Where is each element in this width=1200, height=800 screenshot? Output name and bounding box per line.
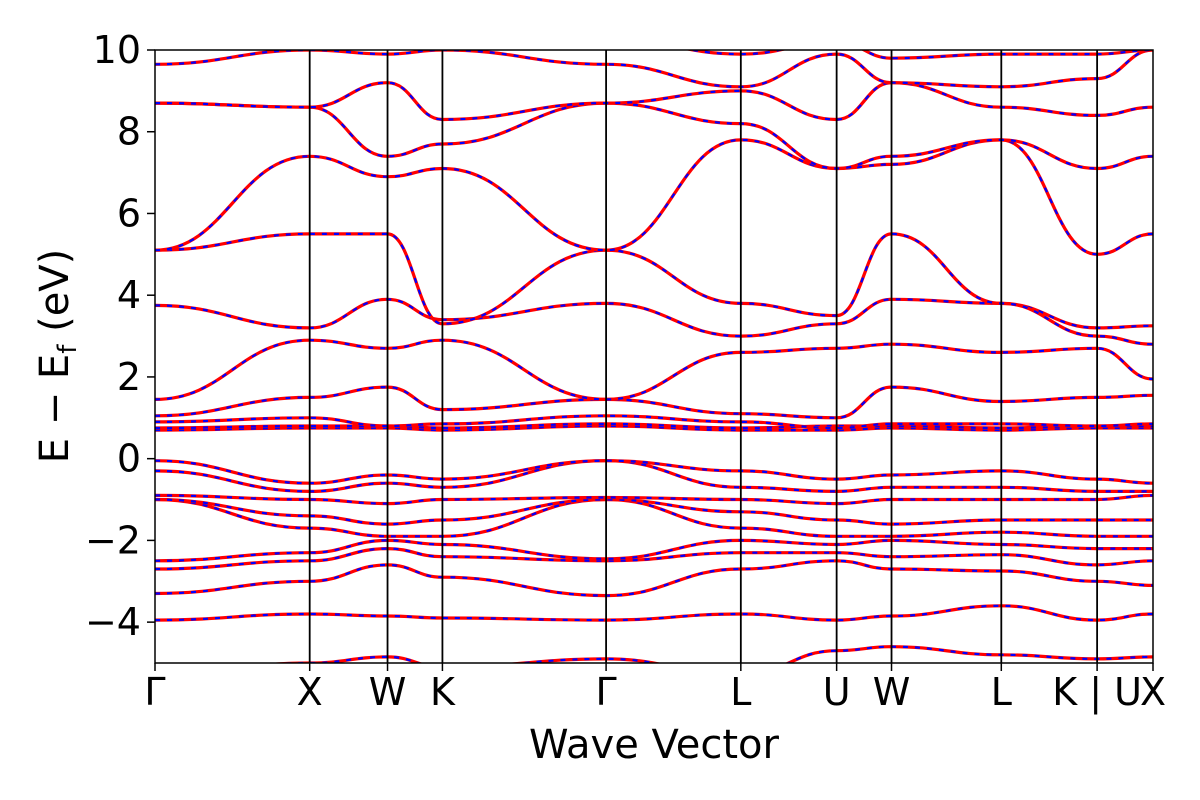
bands-layer [155,50,1153,663]
band-line [155,604,1153,622]
x-tick-label: Γ [596,670,617,714]
x-tick-label: L [730,670,751,714]
y-axis-title-main: E − E [32,354,78,464]
band-line-dashed [155,539,1153,562]
kpoint-lines [308,50,1099,663]
band-line-dashed [155,424,1153,432]
y-tick-label: 6 [117,191,141,235]
band-line-dashed [155,101,1153,170]
band-line-dashed [155,138,1153,256]
y-axis-title-unit: (eV) [32,249,78,345]
y-tick-label: −2 [85,518,141,562]
y-tick-label: −4 [85,600,141,644]
band-line-dashed [155,498,1153,526]
y-tick-label: 2 [117,355,141,399]
x-tick-label: W [873,670,911,714]
x-tick-label: L [991,670,1012,714]
band-line-dashed [155,414,1153,430]
band-line-dashed [276,645,1153,663]
band-line-dashed [687,50,1153,60]
band-line-dashed [155,385,1153,419]
x-tick-label: K [430,670,456,714]
band-line-dashed [155,459,1153,493]
band-line [155,497,1153,538]
band-line-dashed [155,50,1153,88]
x-tick-label: U [823,670,851,714]
plot-frame [154,49,1154,664]
x-axis-title: Wave Vector [529,722,780,768]
band-line [155,559,1153,598]
band-line-dashed [155,559,1153,597]
y-axis-title-sub: f [53,344,83,354]
band-line [155,101,1153,171]
x-tick-label: X [1140,670,1166,714]
y-tick-label: 0 [117,437,141,481]
x-tick-label: W [369,670,407,714]
band-line-dashed [155,459,1153,485]
y-tick-label: 8 [117,110,141,154]
band-line-dashed [155,547,1153,571]
band-line [155,459,1153,494]
y-axis: −4 −2 0 2 4 6 8 10 [85,28,155,644]
band-line-dashed [155,339,1153,401]
band-line [155,338,1153,402]
band-line-dashed [155,494,1153,505]
y-axis-title: E − Ef (eV) [32,249,83,464]
x-tick-label: X [297,670,323,714]
band-line-dashed [155,604,1153,622]
y-tick-label: 10 [93,28,141,72]
x-tick-label: K | U [1052,670,1142,715]
y-tick-label: 4 [117,273,141,317]
band-line-dashed [155,422,1153,430]
band-line [155,138,1153,256]
band-line-dashed [155,498,1153,538]
x-tick-label: Γ [144,670,165,714]
